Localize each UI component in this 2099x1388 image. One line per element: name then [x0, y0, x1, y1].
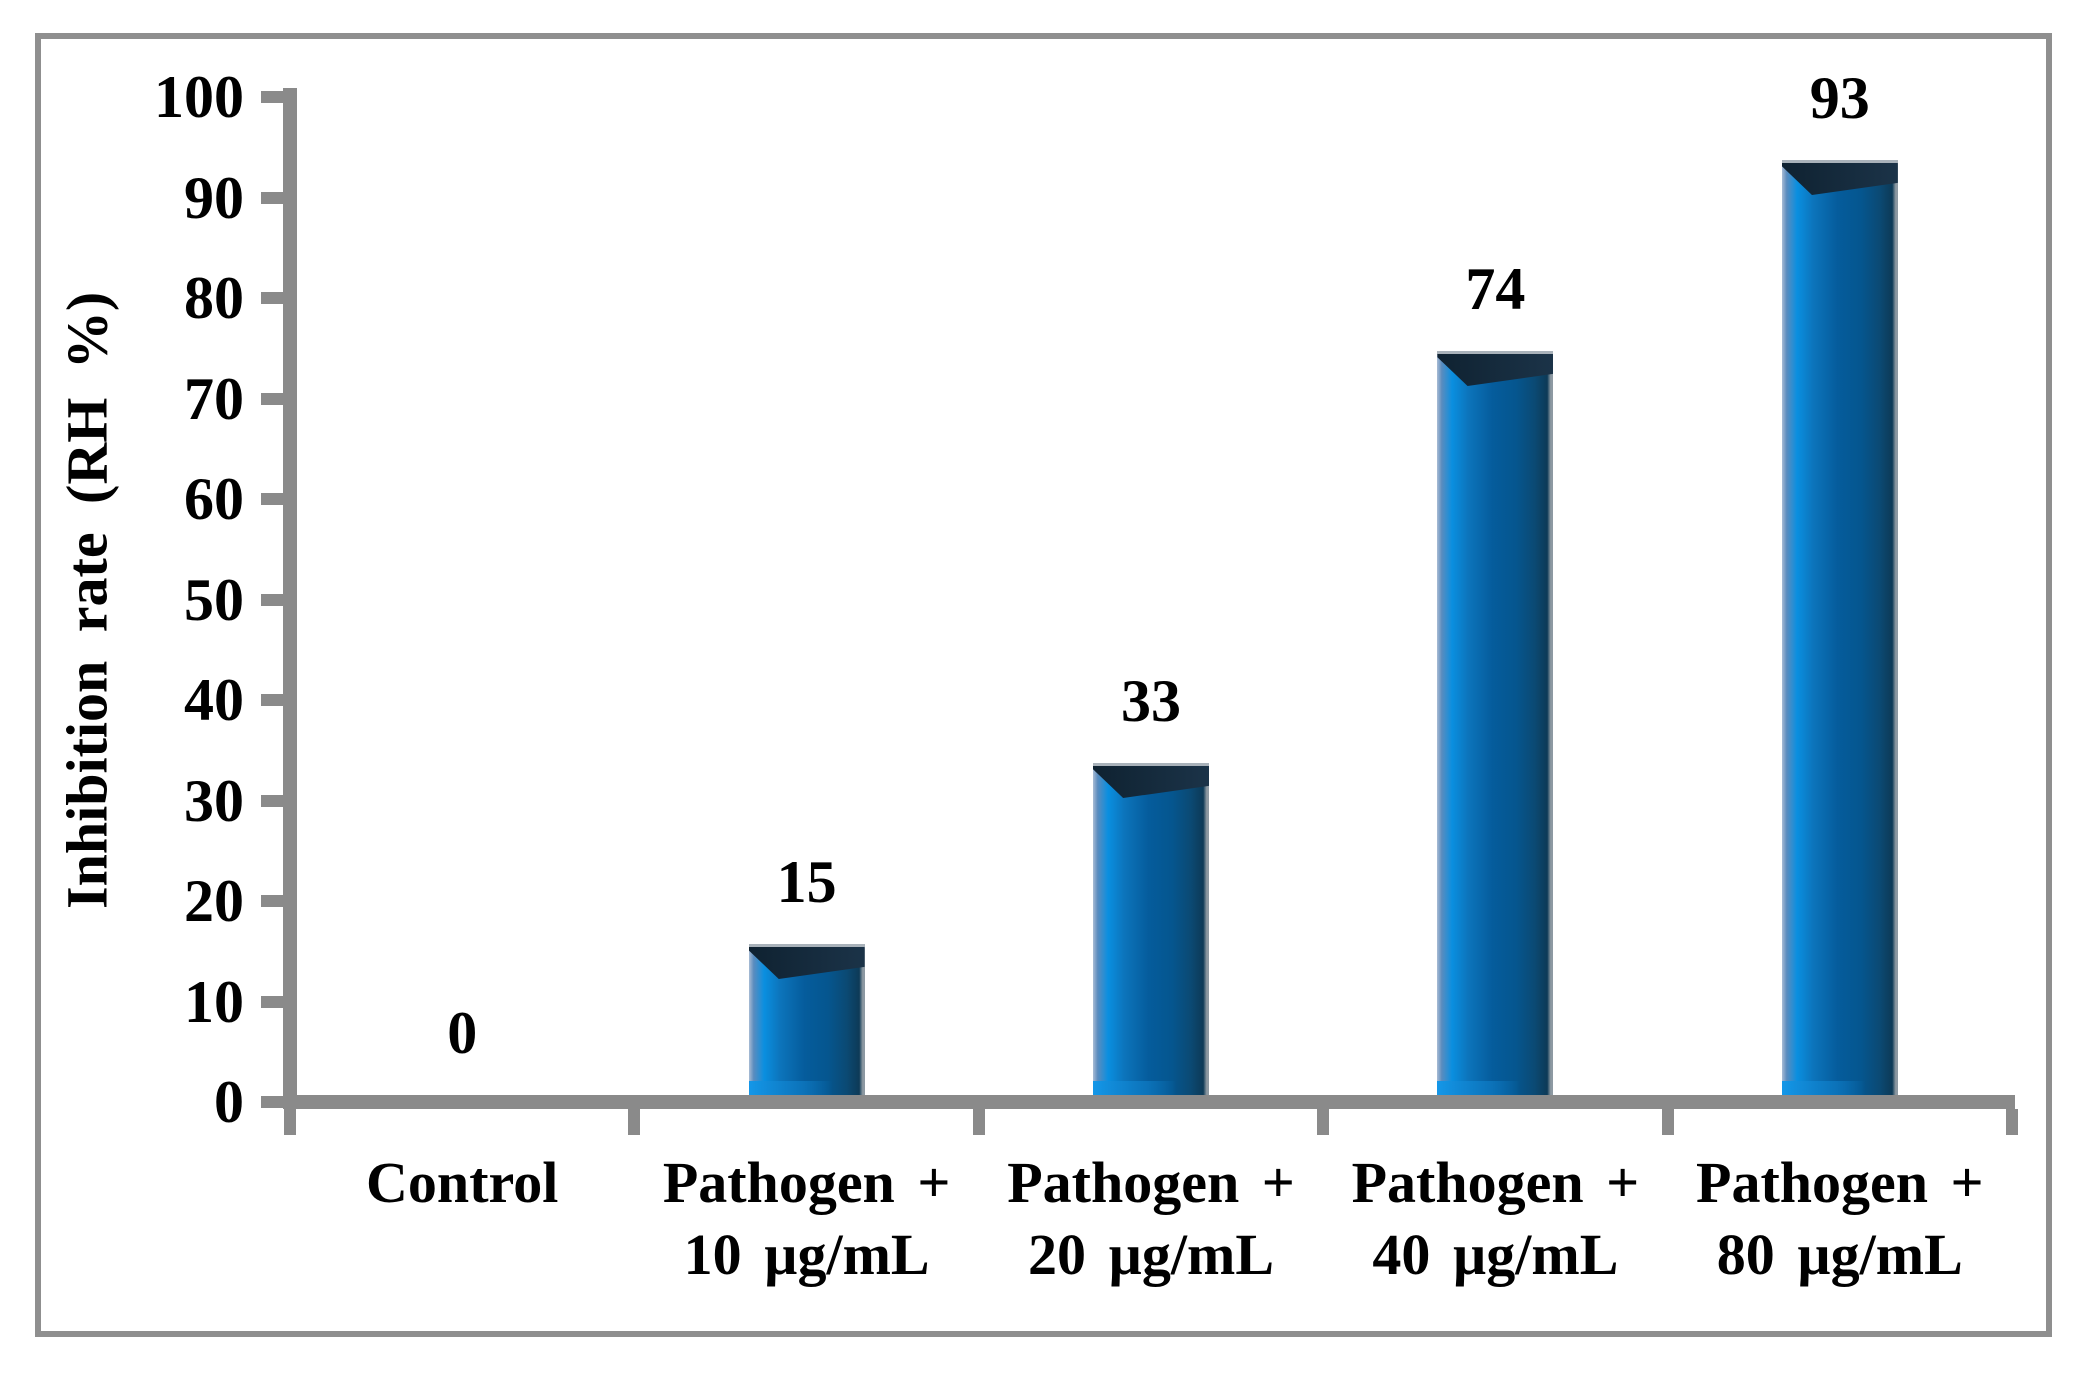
x-tick-mark — [972, 1109, 985, 1135]
y-tick-mark — [261, 794, 283, 807]
bar-top-bevel — [1093, 766, 1209, 798]
bar-top-edge — [1781, 160, 1898, 164]
bar-top-bevel — [1781, 163, 1898, 195]
x-category-label-line: Pathogen + — [1696, 1150, 1984, 1215]
y-tick-mark — [261, 895, 283, 907]
bar-top-bevel — [748, 947, 865, 979]
x-tick-mark — [1317, 1109, 1330, 1135]
x-tick-mark — [628, 1109, 641, 1135]
x-category-label: Control — [282, 1147, 642, 1219]
bar-value-label: 15 — [776, 849, 837, 915]
chart-frame — [35, 33, 2052, 1337]
y-tick-mark — [261, 292, 283, 304]
bar-bottom-bevel — [748, 1081, 865, 1095]
y-tick-mark — [261, 91, 283, 103]
x-category-label-line: 80 µg/mL — [1716, 1222, 1963, 1287]
y-tick-label: 90 — [184, 164, 244, 231]
bar-value-label: 74 — [1465, 256, 1526, 322]
bar — [748, 944, 865, 1095]
y-tick-label: 60 — [184, 466, 244, 532]
y-axis-line — [283, 88, 297, 1109]
bar-top-edge — [1093, 763, 1209, 767]
y-tick-label: 20 — [184, 868, 244, 934]
bar-value-label: 33 — [1121, 668, 1181, 734]
bar-bottom-bevel — [1093, 1081, 1209, 1095]
y-tick-label: 0 — [214, 1069, 244, 1135]
bar-top-bevel — [1437, 354, 1554, 386]
x-category-label-line: Pathogen + — [1351, 1150, 1640, 1215]
x-tick-mark — [2006, 1109, 2018, 1135]
x-category-label-line: 20 µg/mL — [1027, 1222, 1275, 1287]
y-tick-label: 40 — [184, 667, 244, 733]
x-category-label: Pathogen + 20 µg/mL — [971, 1147, 1331, 1291]
bar-bottom-bevel — [1437, 1081, 1554, 1095]
x-category-label: Pathogen + 80 µg/mL — [1660, 1147, 2020, 1291]
x-category-label-line: Pathogen + — [1007, 1150, 1295, 1215]
bar — [1437, 351, 1554, 1095]
y-tick-label: 100 — [154, 64, 244, 130]
x-axis-line — [283, 1095, 2015, 1109]
x-category-label: Pathogen + 40 µg/mL — [1315, 1147, 1675, 1291]
x-category-label-line: 40 µg/mL — [1372, 1222, 1619, 1287]
y-tick-label: 80 — [184, 265, 244, 331]
bar-top-edge — [1437, 351, 1554, 355]
y-tick-label: 50 — [184, 566, 244, 633]
x-category-label-line: Pathogen + — [662, 1150, 951, 1215]
y-tick-mark — [261, 995, 283, 1008]
bar — [1781, 160, 1898, 1095]
bar-value-label: 0 — [447, 1000, 478, 1066]
y-tick-label: 70 — [184, 365, 244, 432]
x-category-label: Pathogen + 10 µg/mL — [627, 1147, 987, 1291]
y-tick-mark — [261, 1096, 283, 1108]
x-category-label-line: Control — [366, 1150, 559, 1215]
bar-top-edge — [748, 944, 865, 948]
y-tick-mark — [261, 191, 283, 204]
y-tick-label: 10 — [184, 968, 244, 1035]
y-tick-mark — [261, 493, 283, 505]
x-tick-mark — [1661, 1109, 1674, 1135]
x-tick-mark — [284, 1109, 296, 1135]
y-tick-mark — [261, 392, 283, 405]
bar — [1093, 763, 1209, 1095]
bar-value-label: 93 — [1809, 65, 1870, 131]
y-tick-mark — [261, 694, 283, 706]
x-category-label-line: 10 µg/mL — [683, 1222, 930, 1287]
bar-bottom-bevel — [1781, 1081, 1898, 1095]
y-tick-mark — [261, 593, 283, 606]
y-tick-label: 30 — [184, 767, 244, 834]
